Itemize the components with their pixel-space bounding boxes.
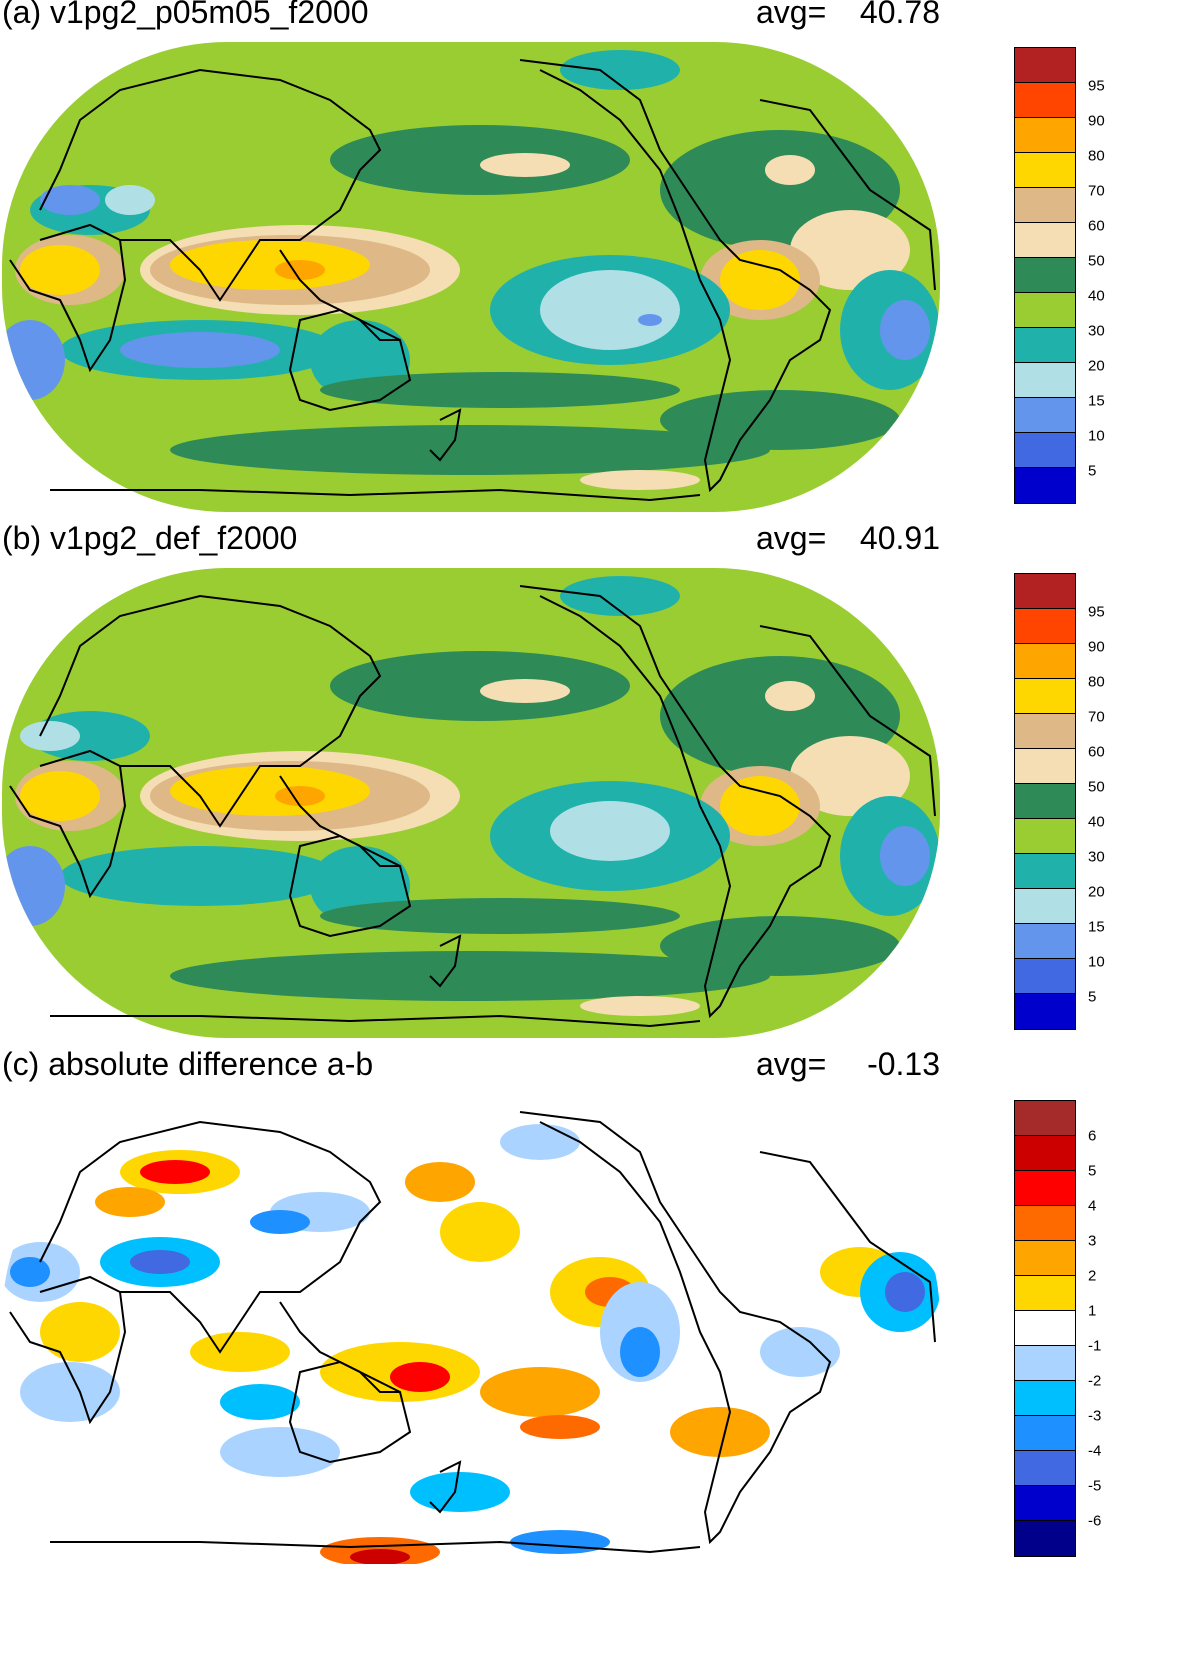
colorbar-label: 40 <box>1088 813 1105 831</box>
colorbar-box <box>1015 714 1075 749</box>
colorbar-label: 40 <box>1088 287 1105 305</box>
colorbar-box <box>1015 609 1075 644</box>
colorbar-label: 95 <box>1088 603 1105 621</box>
field-layer <box>2 568 940 1038</box>
colorbar-box <box>1015 889 1075 924</box>
avg-label: avg= <box>756 520 827 556</box>
colorbar-label: 70 <box>1088 182 1105 200</box>
colorbar-label: 50 <box>1088 778 1105 796</box>
colorbar <box>1014 47 1076 504</box>
coastlines <box>9 59 936 502</box>
colorbar-label: 10 <box>1088 953 1105 971</box>
colorbar-label: -4 <box>1088 1442 1102 1460</box>
panel-title: (b) v1pg2_def_f2000 <box>2 520 298 556</box>
colorbar-box <box>1015 83 1075 118</box>
colorbar-box <box>1015 398 1075 433</box>
field-layer <box>2 1094 940 1564</box>
colorbar-label: 5 <box>1088 1162 1097 1180</box>
panel-title: (a) v1pg2_p05m05_f2000 <box>2 0 369 30</box>
colorbar-box <box>1015 1416 1075 1451</box>
avg-value: 40.91 <box>859 520 940 556</box>
colorbar-box <box>1015 188 1075 223</box>
colorbar-box <box>1015 48 1075 83</box>
colorbar-box <box>1015 644 1075 679</box>
panel-b: (b) v1pg2_def_f2000 avg= 40.91 <box>0 520 1183 1056</box>
colorbar-label: 3 <box>1088 1232 1097 1250</box>
colorbar-label: 90 <box>1088 638 1105 656</box>
colorbar-box <box>1015 959 1075 994</box>
colorbar-box <box>1015 1486 1075 1521</box>
global-map <box>2 568 940 1038</box>
colorbar-box <box>1015 1311 1075 1346</box>
colorbar-box <box>1015 854 1075 889</box>
colorbar-box <box>1015 153 1075 188</box>
avg-value: 40.78 <box>859 0 940 30</box>
colorbar-box <box>1015 1136 1075 1171</box>
colorbar-label: 95 <box>1088 77 1105 95</box>
global-map <box>2 42 940 512</box>
coastlines <box>9 1111 936 1554</box>
field-layer <box>2 42 940 512</box>
panel-c: (c) absolute difference a-b avg= -0.13 <box>0 1046 1183 1582</box>
colorbar-label: 4 <box>1088 1197 1097 1215</box>
colorbar-box <box>1015 293 1075 328</box>
colorbar-label: 70 <box>1088 708 1105 726</box>
colorbar-box <box>1015 574 1075 609</box>
colorbar-box <box>1015 328 1075 363</box>
colorbar-label: 15 <box>1088 392 1105 410</box>
colorbar-label: 20 <box>1088 883 1105 901</box>
colorbar-box <box>1015 784 1075 819</box>
colorbar-box <box>1015 1381 1075 1416</box>
avg-value: -0.13 <box>867 1046 940 1082</box>
colorbar-box <box>1015 1521 1075 1556</box>
colorbar-box <box>1015 924 1075 959</box>
avg-label: avg= <box>756 0 827 30</box>
colorbar-label: 5 <box>1088 988 1097 1006</box>
colorbar-box <box>1015 258 1075 293</box>
colorbar-label: 10 <box>1088 427 1105 445</box>
colorbar-label: -5 <box>1088 1477 1102 1495</box>
coastlines <box>9 585 936 1028</box>
colorbar-label: 80 <box>1088 673 1105 691</box>
colorbar-label: 60 <box>1088 743 1105 761</box>
colorbar-label: -1 <box>1088 1337 1102 1355</box>
colorbar-box <box>1015 468 1075 503</box>
colorbar <box>1014 1100 1076 1557</box>
colorbar-label: -3 <box>1088 1407 1102 1425</box>
colorbar-box <box>1015 363 1075 398</box>
colorbar-label: 80 <box>1088 147 1105 165</box>
colorbar-box <box>1015 433 1075 468</box>
colorbar-label: 15 <box>1088 918 1105 936</box>
colorbar-box <box>1015 994 1075 1029</box>
colorbar-box <box>1015 223 1075 258</box>
avg-label: avg= <box>756 1046 827 1082</box>
colorbar-label: 6 <box>1088 1127 1097 1145</box>
panel-a: (a) v1pg2_p05m05_f2000 avg= 40.78 <box>0 0 1183 530</box>
colorbar-label: 2 <box>1088 1267 1097 1285</box>
colorbar-label: 60 <box>1088 217 1105 235</box>
colorbar-box <box>1015 819 1075 854</box>
colorbar-label: 90 <box>1088 112 1105 130</box>
colorbar-label: 50 <box>1088 252 1105 270</box>
colorbar-box <box>1015 1451 1075 1486</box>
colorbar-box <box>1015 1171 1075 1206</box>
colorbar-label: -2 <box>1088 1372 1102 1390</box>
colorbar-label: 5 <box>1088 462 1097 480</box>
colorbar-label: 30 <box>1088 848 1105 866</box>
panel-title: (c) absolute difference a-b <box>2 1046 374 1082</box>
colorbar-label: 20 <box>1088 357 1105 375</box>
colorbar-box <box>1015 1101 1075 1136</box>
colorbar-box <box>1015 1206 1075 1241</box>
colorbar-box <box>1015 1241 1075 1276</box>
colorbar-box <box>1015 1276 1075 1311</box>
colorbar-label: 1 <box>1088 1302 1097 1320</box>
colorbar-box <box>1015 749 1075 784</box>
colorbar-label: -6 <box>1088 1512 1102 1530</box>
colorbar-label: 30 <box>1088 322 1105 340</box>
colorbar <box>1014 573 1076 1030</box>
colorbar-box <box>1015 118 1075 153</box>
global-map <box>2 1094 940 1564</box>
colorbar-box <box>1015 1346 1075 1381</box>
colorbar-box <box>1015 679 1075 714</box>
